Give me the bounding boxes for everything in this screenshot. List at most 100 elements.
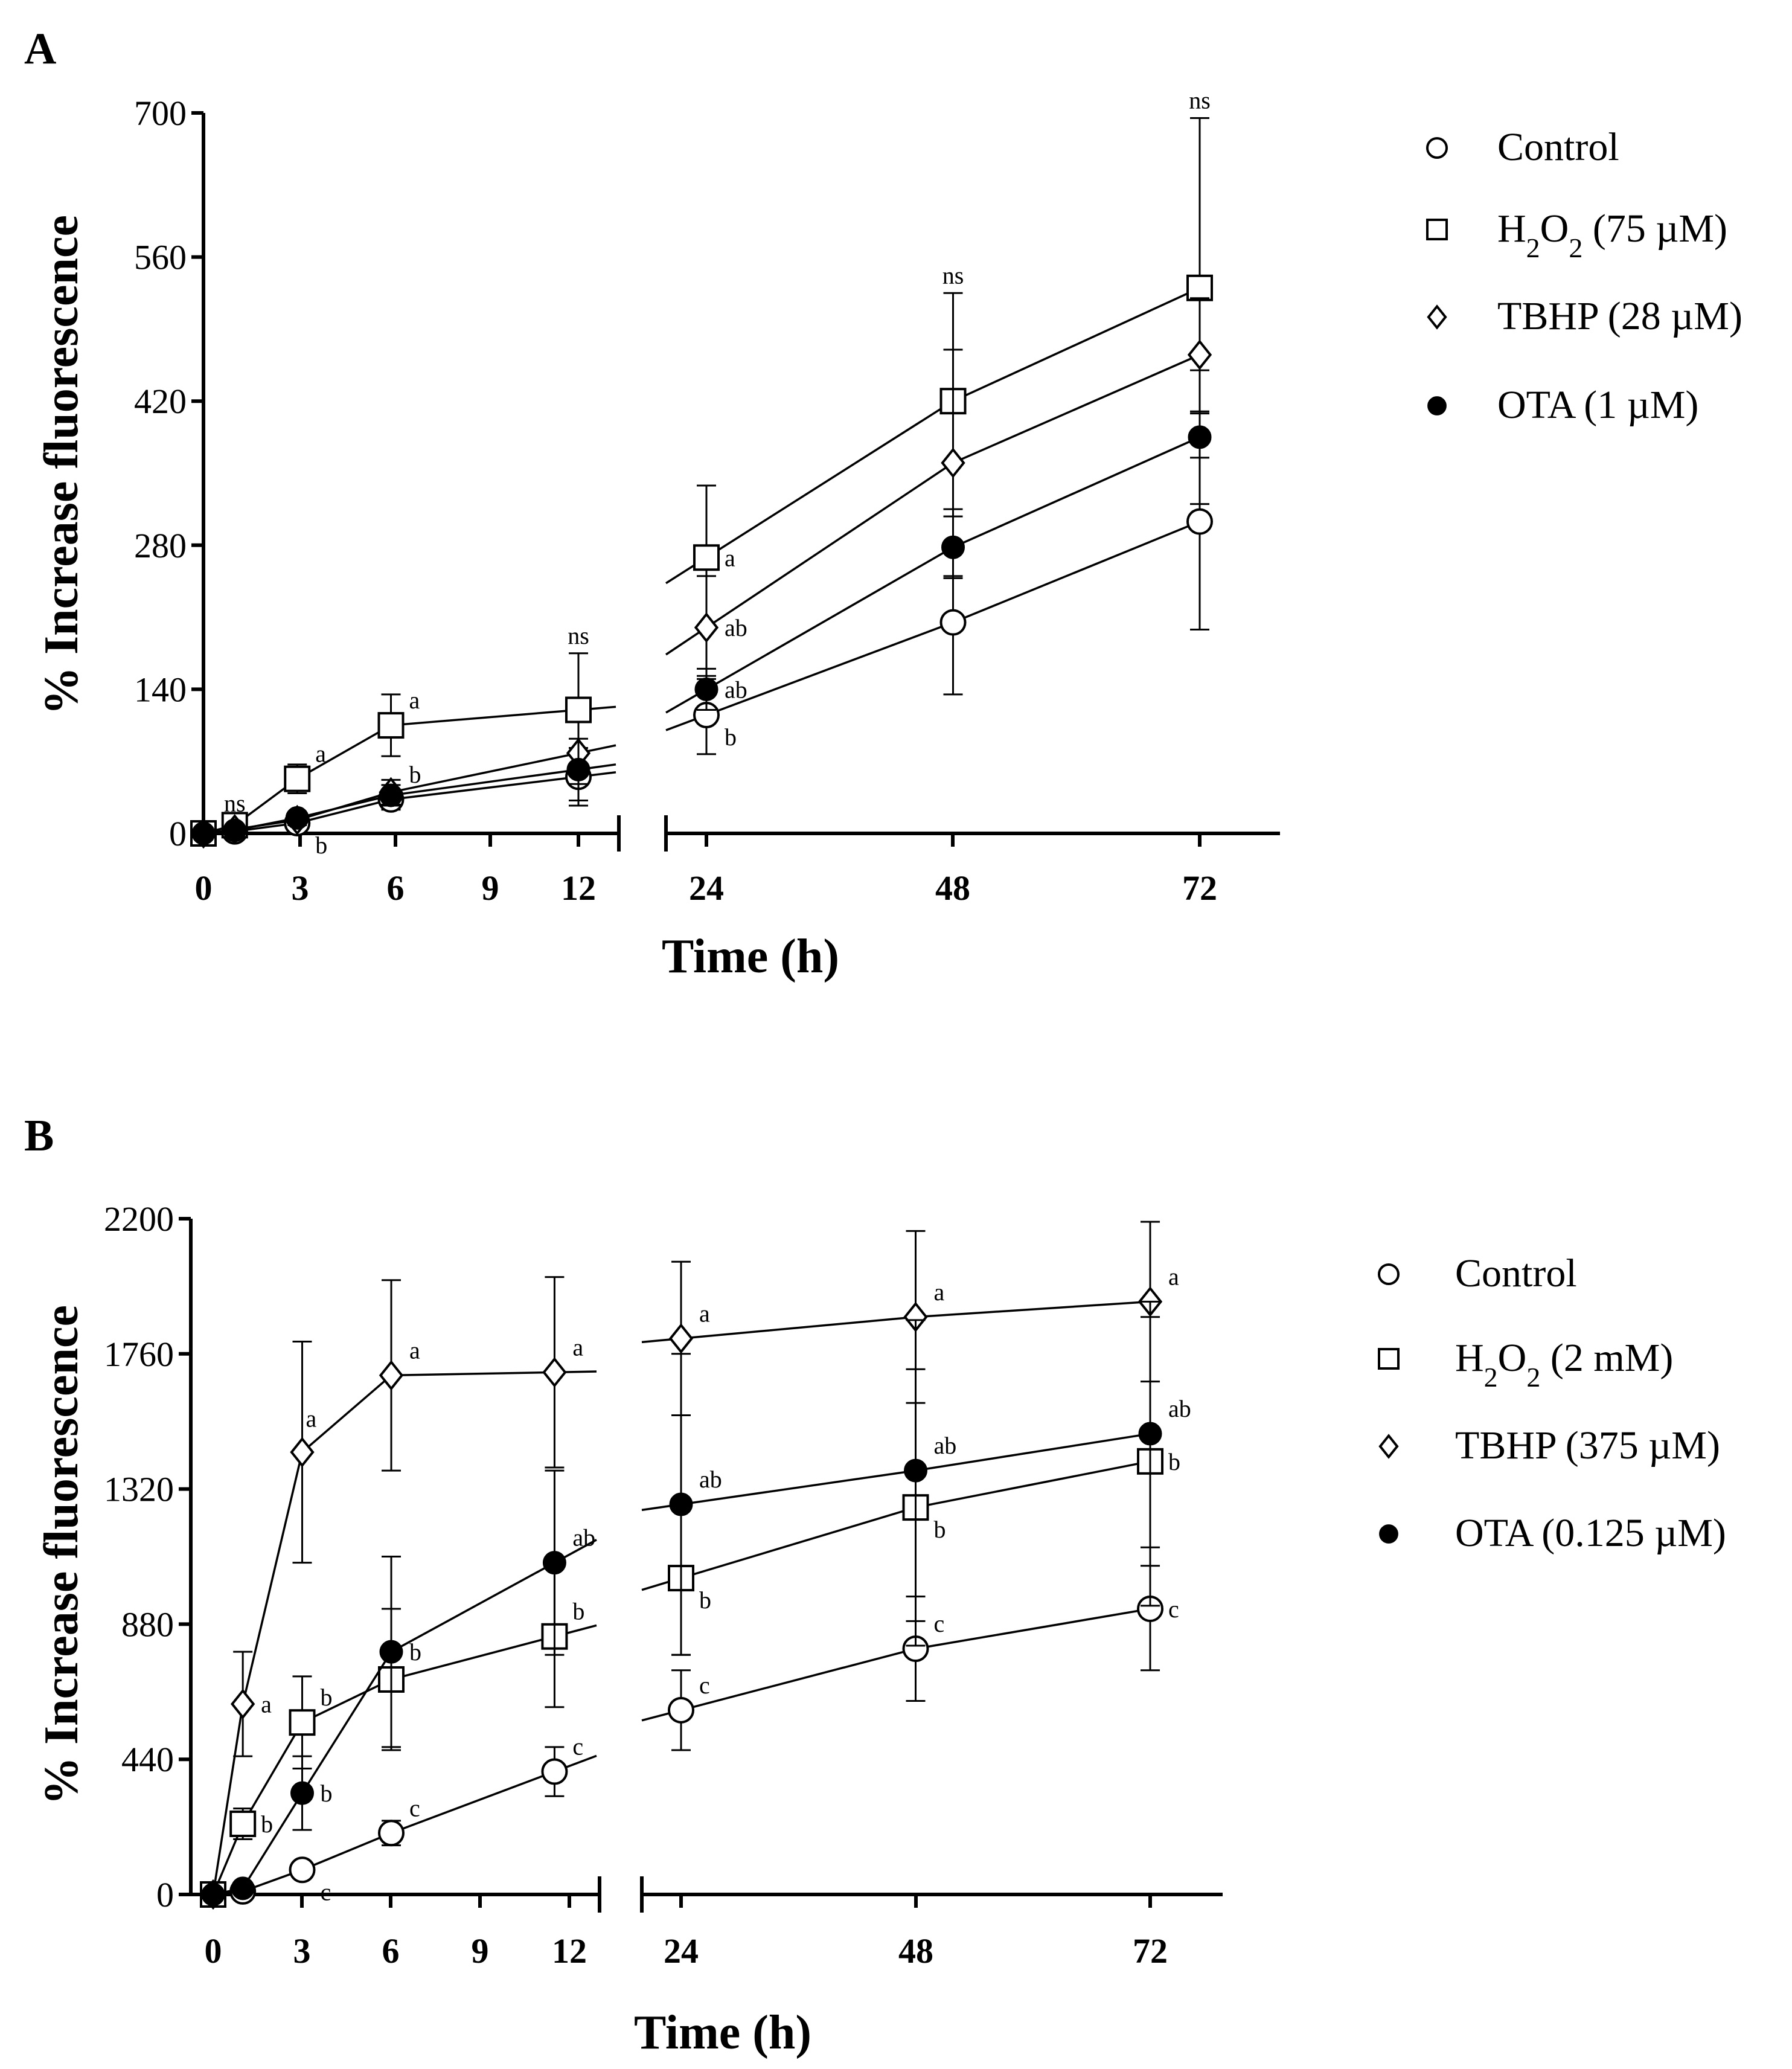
data-point <box>1187 339 1212 370</box>
legend-marker <box>1379 1524 1398 1544</box>
axes <box>189 1219 1223 1913</box>
x-tick-label: 9 <box>482 868 499 908</box>
data-point <box>904 1458 927 1483</box>
significance-label: c <box>321 1878 331 1905</box>
significance-label: b <box>572 1598 584 1625</box>
significance-label: b <box>315 832 327 859</box>
data-point <box>223 818 247 842</box>
y-tick-label: 440 <box>121 1740 174 1779</box>
legend-marker <box>1426 219 1448 240</box>
data-point <box>289 1709 316 1736</box>
y-tick-label: 0 <box>156 1875 174 1914</box>
data-point <box>1138 1422 1162 1446</box>
data-point <box>379 1640 403 1664</box>
significance-label: ab <box>725 614 747 641</box>
data-point <box>290 1437 315 1468</box>
significance-label: ns <box>568 622 589 649</box>
data-point <box>565 696 592 723</box>
legend: Control H2O2 (75 µM) TBHP (28 µM) OTA (1 µM… <box>1426 125 1742 427</box>
x-tick-label: 9 <box>472 1931 489 1971</box>
significance-label: c <box>934 1610 945 1637</box>
panel-letter: B <box>24 1111 54 1161</box>
series-4 <box>191 369 1212 845</box>
data-point <box>290 1781 314 1805</box>
data-point <box>1186 274 1213 301</box>
data-point <box>669 1492 693 1516</box>
significance-label: a <box>934 1278 945 1306</box>
x-tick-label: 0 <box>205 1931 222 1971</box>
data-point <box>229 1811 257 1838</box>
legend-label: H2O2 (75 µM) <box>1497 207 1727 263</box>
x-tick-label: 6 <box>387 868 405 908</box>
data-point <box>379 1360 404 1391</box>
y-tick-label: 1320 <box>104 1470 174 1509</box>
data-point <box>694 677 718 701</box>
significance-label: b <box>321 1684 333 1711</box>
y-tick-label: 2200 <box>104 1199 174 1239</box>
data-point <box>566 757 590 781</box>
y-tick-label: 0 <box>169 814 187 853</box>
y-tick-label: 420 <box>134 382 187 421</box>
significance-label: b <box>409 1638 421 1666</box>
legend-label: Control <box>1455 1251 1577 1295</box>
data-point <box>231 1689 255 1719</box>
data-point <box>191 821 216 845</box>
significance-label: a <box>699 1300 710 1327</box>
significance-label: ab <box>725 676 747 703</box>
x-tick-label: 0 <box>195 868 213 908</box>
significance-label: ab <box>572 1524 595 1551</box>
data-point <box>542 1551 566 1575</box>
significance-label: ns <box>224 790 246 817</box>
x-tick-label: 48 <box>935 868 970 908</box>
y-tick-label: 140 <box>134 670 187 709</box>
significance-label: ab <box>699 1466 722 1493</box>
significance-label: ns <box>942 261 964 289</box>
data-point <box>201 1882 225 1907</box>
data-point <box>668 1323 694 1354</box>
significance-label: a <box>306 1405 317 1432</box>
y-tick-label: 700 <box>134 94 187 133</box>
data-point <box>668 1696 694 1724</box>
significance-label: a <box>725 544 735 571</box>
legend-label: TBHP (375 µM) <box>1455 1423 1720 1468</box>
legend-marker <box>1426 137 1448 159</box>
legend-marker <box>1378 1348 1400 1370</box>
y-axis-title: % Increase fluorescence <box>35 215 88 715</box>
data-point <box>285 806 309 830</box>
data-point <box>231 1876 255 1901</box>
series-2 <box>190 117 1213 847</box>
significance-label: ab <box>1168 1395 1191 1422</box>
y-tick-label: 1760 <box>104 1335 174 1374</box>
significance-label: ab <box>934 1432 957 1459</box>
significance-label: c <box>699 1672 710 1699</box>
panel-b: B 0 440 880 1320 1760 2200 0 3 6 9 12 24 48 72 Time (h)… <box>24 1111 1726 2059</box>
panel-letter: A <box>24 24 56 74</box>
x-tick-label: 12 <box>561 868 596 908</box>
x-tick-label: 3 <box>293 1931 311 1971</box>
significance-label: b <box>321 1780 333 1807</box>
x-tick-label: 72 <box>1182 868 1217 908</box>
significance-label: a <box>409 687 420 714</box>
x-axis-title: Time (h) <box>662 930 839 983</box>
x-tick-label: 6 <box>382 1931 400 1971</box>
significance-label: b <box>699 1586 711 1614</box>
data-point <box>1188 425 1212 449</box>
data-point <box>379 783 403 807</box>
y-tick-label: 280 <box>134 526 187 565</box>
x-tick-label: 48 <box>898 1931 933 1971</box>
significance-label: a <box>315 740 326 768</box>
significance-label: a <box>261 1691 272 1718</box>
data-point <box>1186 508 1213 535</box>
significance-label: c <box>1168 1596 1179 1623</box>
data-point <box>693 544 720 571</box>
data-point <box>541 1758 568 1785</box>
axes <box>202 113 1280 852</box>
significance-label: b <box>261 1811 273 1838</box>
series-3 <box>191 297 1212 849</box>
legend-label: TBHP (28 µM) <box>1497 294 1742 338</box>
significance-label: a <box>409 1336 420 1364</box>
x-tick-label: 72 <box>1133 1931 1168 1971</box>
x-tick-label: 12 <box>552 1931 587 1971</box>
